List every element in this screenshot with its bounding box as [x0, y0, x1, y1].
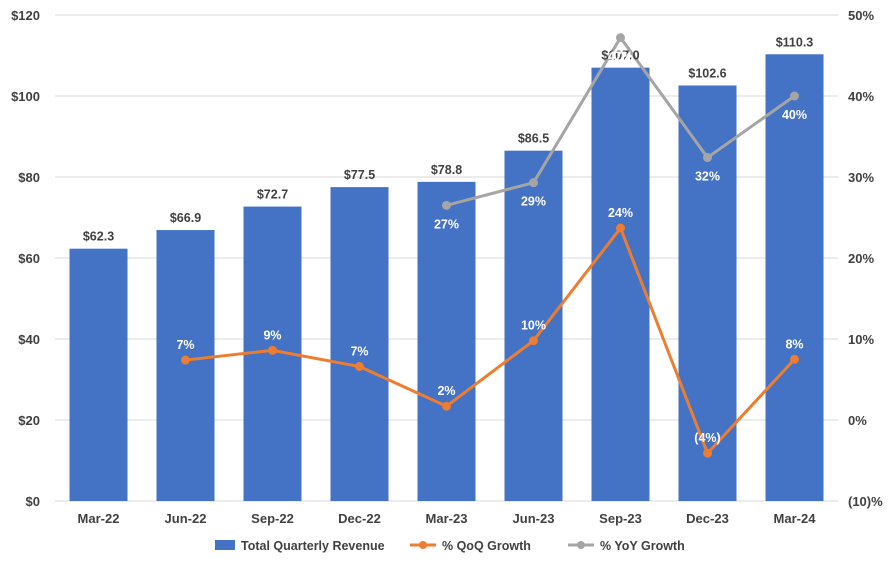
bar-value-label: $86.5 [518, 132, 549, 146]
left-y-axis: $0 $20 $40 $60 $80 $100 $120 [11, 8, 40, 509]
x-axis-categories: Mar-22 Jun-22 Sep-22 Dec-22 Mar-23 Jun-23 Sep-… [78, 511, 817, 526]
x-tick-label: Mar-24 [774, 511, 817, 526]
revenue-bar [417, 181, 476, 502]
qoq-label: 10% [521, 319, 546, 333]
x-tick-label: Mar-23 [426, 511, 468, 526]
growth-point [790, 91, 799, 101]
growth-point [790, 354, 799, 364]
left-tick-label: $80 [18, 170, 40, 185]
bar-value-label: $110.3 [776, 35, 814, 49]
revenue-bar [591, 67, 650, 502]
yoy-label: 40% [782, 108, 807, 122]
right-tick-label: 10% [848, 332, 874, 347]
left-tick-label: $100 [11, 89, 40, 104]
x-tick-label: Mar-22 [78, 511, 120, 526]
revenue-bar [765, 54, 824, 501]
growth-point [442, 401, 451, 411]
bar-value-label: $77.5 [344, 168, 375, 182]
legend: Total Quarterly Revenue % QoQ Growth % YoY… [215, 539, 685, 553]
x-tick-label: Jun-22 [165, 511, 207, 526]
yoy-label: 47% [608, 50, 633, 64]
growth-point [616, 33, 625, 43]
right-y-axis: (10)% 0% 10% 20% 30% 40% 50% [848, 8, 883, 509]
right-tick-label: 40% [848, 89, 874, 104]
bar-value-label: $72.7 [257, 188, 288, 202]
growth-point [616, 223, 625, 233]
bar-value-label: $102.6 [688, 66, 726, 80]
qoq-label: (4%) [694, 431, 720, 445]
growth-point [268, 345, 277, 355]
growth-lines [181, 33, 799, 458]
legend-label: Total Quarterly Revenue [241, 539, 385, 553]
left-tick-label: $120 [11, 8, 40, 23]
right-tick-label: (10)% [848, 494, 883, 509]
data-labels: $62.3 $66.9 $72.7 $77.5 $78.8 $86.5 $107.0 $102… [83, 35, 813, 445]
revenue-bar [69, 248, 128, 501]
revenue-bar [504, 150, 563, 502]
yoy-label: 29% [521, 195, 546, 209]
legend-swatch [215, 540, 235, 550]
revenue-bar [156, 230, 215, 501]
revenue-bar [330, 187, 389, 501]
right-tick-label: 0% [848, 413, 867, 428]
growth-point [703, 153, 712, 163]
bar-value-label: $78.8 [431, 163, 462, 177]
bar-value-label: $62.3 [83, 230, 114, 244]
qoq-label: 9% [263, 328, 281, 342]
qoq-label: 7% [176, 338, 194, 352]
growth-line [185, 226, 796, 455]
growth-point [442, 200, 451, 210]
legend-label: % YoY Growth [600, 539, 685, 553]
qoq-label: 7% [350, 345, 368, 359]
growth-point [703, 448, 712, 458]
x-tick-label: Sep-23 [599, 511, 642, 526]
left-tick-label: $0 [26, 494, 40, 509]
x-tick-label: Dec-23 [686, 511, 729, 526]
qoq-label: 24% [608, 206, 633, 220]
growth-point [529, 178, 538, 188]
bar-value-label: $66.9 [170, 211, 201, 225]
yoy-label: 27% [434, 217, 459, 231]
legend-marker [577, 541, 585, 549]
growth-point [529, 336, 538, 346]
x-tick-label: Jun-23 [513, 511, 555, 526]
x-tick-label: Sep-22 [251, 511, 294, 526]
legend-marker [419, 541, 427, 549]
growth-point [355, 362, 364, 372]
legend-label: % QoQ Growth [442, 539, 531, 553]
growth-point [181, 355, 190, 365]
bar-value-label: $107.0 [601, 49, 639, 63]
left-tick-label: $60 [18, 251, 40, 266]
yoy-label: 32% [695, 170, 720, 184]
qoq-label: 2% [437, 384, 455, 398]
x-tick-label: Dec-22 [338, 511, 381, 526]
right-tick-label: 30% [848, 170, 874, 185]
left-tick-label: $20 [18, 413, 40, 428]
right-tick-label: 50% [848, 8, 874, 23]
right-tick-label: 20% [848, 251, 874, 266]
qoq-label: 8% [785, 337, 803, 351]
left-tick-label: $40 [18, 332, 40, 347]
